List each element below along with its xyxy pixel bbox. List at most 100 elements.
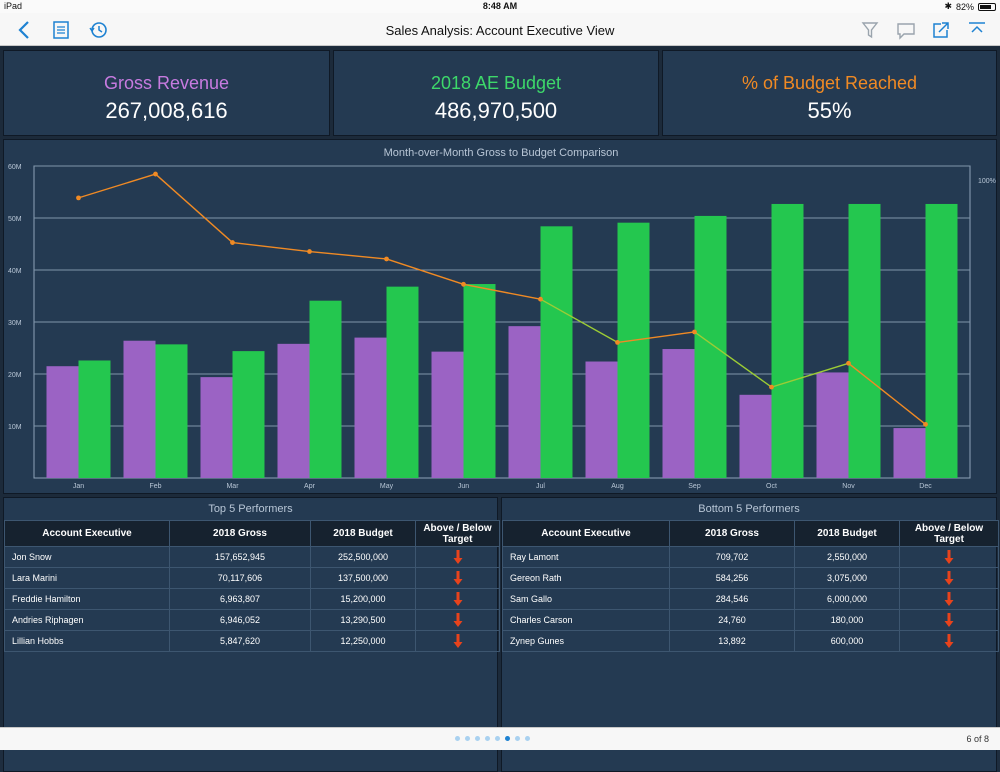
page-dot[interactable] xyxy=(515,736,520,741)
x-tick-label: Jan xyxy=(73,483,84,490)
x-tick-label: Mar xyxy=(226,483,239,490)
table-row[interactable]: Andries Riphagen 6,946,052 13,290,500 xyxy=(4,609,500,631)
page-dot[interactable] xyxy=(495,736,500,741)
cell-budget: 252,500,000 xyxy=(310,546,416,568)
x-tick-label: Nov xyxy=(842,483,855,490)
budget-bar xyxy=(386,286,419,478)
table-row[interactable]: Freddie Hamilton 6,963,807 15,200,000 xyxy=(4,588,500,610)
cell-account-executive: Gereon Rath xyxy=(502,567,670,589)
cell-budget: 3,075,000 xyxy=(794,567,900,589)
below-target-arrow-icon xyxy=(453,550,462,564)
x-tick-label: Jul xyxy=(536,483,545,490)
bottom-performers-table: Account Executive 2018 Gross 2018 Budget… xyxy=(502,520,999,652)
kpi-gross-revenue[interactable]: Gross Revenue 267,008,616 xyxy=(3,50,330,136)
x-tick-label: Jun xyxy=(458,483,469,490)
cell-account-executive: Zynep Gunes xyxy=(502,630,670,652)
y-tick-label: 50M xyxy=(8,216,22,223)
carrier-label: iPad xyxy=(4,1,23,11)
cell-budget: 180,000 xyxy=(794,609,900,631)
column-header[interactable]: Account Executive xyxy=(502,520,670,547)
cell-budget: 13,290,500 xyxy=(310,609,416,631)
below-target-arrow-icon xyxy=(453,634,462,648)
below-target-arrow-icon xyxy=(944,613,954,627)
table-row[interactable]: Gereon Rath 584,256 3,075,000 xyxy=(502,567,999,589)
percent-point xyxy=(692,329,697,335)
percent-point xyxy=(923,421,928,427)
table-row[interactable]: Lillian Hobbs 5,847,620 12,250,000 xyxy=(4,630,500,652)
percent-point xyxy=(153,171,158,177)
back-chevron-icon[interactable] xyxy=(14,19,36,41)
gross-budget-chart[interactable]: 10M 20M 30M 40M 50M 60M 100% Jan Feb Mar Apr May Jun… xyxy=(4,140,998,495)
page-dot[interactable] xyxy=(455,736,460,741)
column-header[interactable]: Account Executive xyxy=(4,520,170,547)
top-performers-table: Account Executive 2018 Gross 2018 Budget… xyxy=(4,520,500,652)
page-dots[interactable] xyxy=(455,736,530,741)
percent-point xyxy=(230,240,235,245)
page-dot[interactable] xyxy=(465,736,470,741)
top-performers-panel: Top 5 Performers Account Executive 2018 … xyxy=(3,497,500,772)
x-tick-label: Apr xyxy=(304,483,316,490)
page-title: Sales Analysis: Account Executive View xyxy=(385,23,615,38)
column-header[interactable]: 2018 Gross xyxy=(669,520,795,547)
gross-bar xyxy=(816,372,849,478)
kpi-budget-reached[interactable]: % of Budget Reached 55% xyxy=(662,50,997,136)
page-dot[interactable] xyxy=(505,736,510,741)
table-row[interactable]: Sam Gallo 284,546 6,000,000 xyxy=(502,588,999,610)
percent-point xyxy=(769,384,774,390)
cell-budget: 137,500,000 xyxy=(310,567,416,589)
x-tick-label: Aug xyxy=(611,483,624,490)
page-dot[interactable] xyxy=(485,736,490,741)
budget-bar xyxy=(771,203,804,478)
cell-account-executive: Ray Lamont xyxy=(502,546,670,568)
cell-target-status xyxy=(899,609,999,631)
column-header[interactable]: 2018 Gross xyxy=(169,520,311,547)
cell-account-executive: Freddie Hamilton xyxy=(4,588,170,610)
table-row[interactable]: Charles Carson 24,760 180,000 xyxy=(502,609,999,631)
cell-gross: 709,702 xyxy=(669,546,795,568)
cell-account-executive: Lara Marini xyxy=(4,567,170,589)
table-row[interactable]: Zynep Gunes 13,892 600,000 xyxy=(502,630,999,652)
comment-icon[interactable] xyxy=(895,19,917,41)
cell-target-status xyxy=(899,630,999,652)
bottom-performers-panel: Bottom 5 Performers Account Executive 20… xyxy=(501,497,999,772)
nav-bar: Sales Analysis: Account Executive View xyxy=(0,13,1000,46)
gross-bar xyxy=(662,349,695,478)
column-header[interactable]: 2018 Budget xyxy=(794,520,900,547)
column-header[interactable]: Above / Below Target xyxy=(415,520,500,547)
table-row[interactable]: Jon Snow 157,652,945 252,500,000 xyxy=(4,546,500,568)
chart-panel[interactable]: Month-over-Month Gross to Budget Compari… xyxy=(3,139,997,494)
gross-bar xyxy=(739,394,772,478)
kpi-value: 267,008,616 xyxy=(105,98,228,123)
page-dot[interactable] xyxy=(525,736,530,741)
gross-bar xyxy=(123,340,156,478)
cell-account-executive: Lillian Hobbs xyxy=(4,630,170,652)
below-target-arrow-icon xyxy=(453,592,462,606)
budget-bar xyxy=(540,226,573,478)
table-row[interactable]: Lara Marini 70,117,606 137,500,000 xyxy=(4,567,500,589)
gross-bar xyxy=(46,366,79,478)
page-dot[interactable] xyxy=(475,736,480,741)
bottom-bar: 6 of 8 xyxy=(0,727,1000,750)
cell-budget: 15,200,000 xyxy=(310,588,416,610)
column-header[interactable]: Above / Below Target xyxy=(899,520,999,547)
filter-icon[interactable] xyxy=(859,19,881,41)
share-icon[interactable] xyxy=(930,19,952,41)
budget-bar xyxy=(694,215,727,479)
kpi-ae-budget[interactable]: 2018 AE Budget 486,970,500 xyxy=(333,50,659,136)
column-header[interactable]: 2018 Budget xyxy=(310,520,416,547)
list-icon[interactable] xyxy=(50,19,72,41)
cell-gross: 584,256 xyxy=(669,567,795,589)
percent-point xyxy=(461,281,466,287)
gross-bar xyxy=(585,361,618,478)
gross-bar xyxy=(431,351,464,478)
y-tick-label: 60M xyxy=(8,164,22,171)
history-icon[interactable] xyxy=(87,19,109,41)
collapse-icon[interactable] xyxy=(966,19,988,41)
cell-target-status xyxy=(415,630,500,652)
kpi-value: 55% xyxy=(807,98,852,123)
percent-point xyxy=(538,296,543,302)
cell-budget: 2,550,000 xyxy=(794,546,900,568)
table-row[interactable]: Ray Lamont 709,702 2,550,000 xyxy=(502,546,999,568)
percent-line-segment xyxy=(694,331,772,388)
cell-target-status xyxy=(415,567,500,589)
